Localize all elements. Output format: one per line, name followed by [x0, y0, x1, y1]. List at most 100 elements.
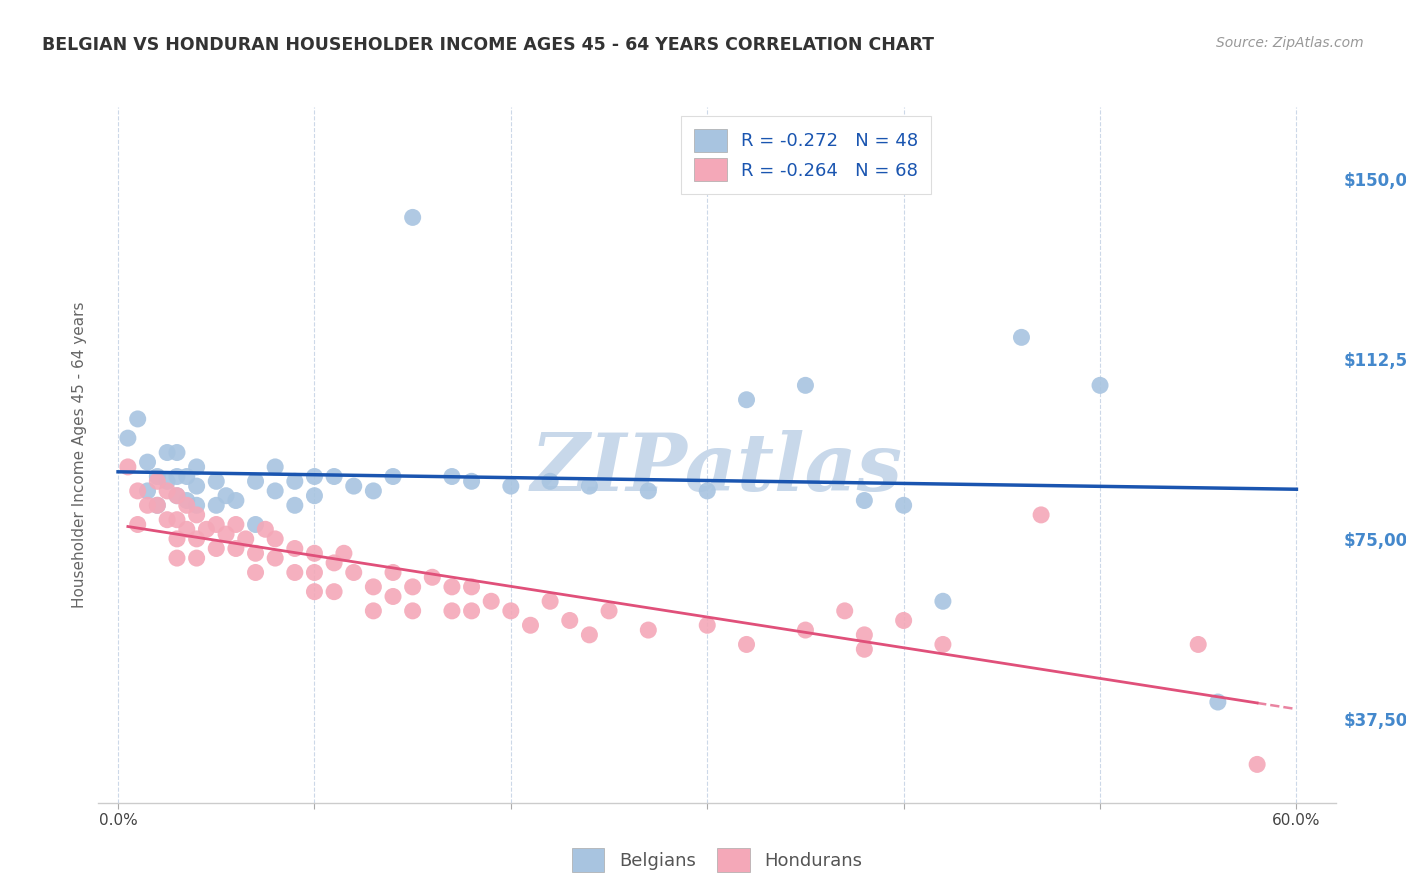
- Y-axis label: Householder Income Ages 45 - 64 years: Householder Income Ages 45 - 64 years: [72, 301, 87, 608]
- Point: [460, 475, 482, 489]
- Point: [401, 580, 423, 594]
- Point: [1246, 757, 1268, 772]
- Point: [205, 475, 228, 489]
- Point: [343, 566, 366, 580]
- Point: [578, 628, 600, 642]
- Point: [401, 211, 423, 225]
- Point: [264, 483, 287, 498]
- Point: [323, 584, 346, 599]
- Point: [1088, 378, 1111, 392]
- Point: [499, 604, 522, 618]
- Point: [166, 513, 188, 527]
- Point: [932, 637, 955, 651]
- Point: [794, 378, 817, 392]
- Point: [932, 594, 955, 608]
- Point: [176, 522, 198, 536]
- Point: [284, 541, 307, 556]
- Point: [853, 642, 876, 657]
- Point: [254, 522, 277, 536]
- Point: [304, 469, 326, 483]
- Point: [127, 483, 149, 498]
- Point: [420, 570, 443, 584]
- Point: [225, 517, 247, 532]
- Text: ZIPatlas: ZIPatlas: [531, 430, 903, 508]
- Text: BELGIAN VS HONDURAN HOUSEHOLDER INCOME AGES 45 - 64 YEARS CORRELATION CHART: BELGIAN VS HONDURAN HOUSEHOLDER INCOME A…: [42, 36, 934, 54]
- Point: [146, 498, 169, 512]
- Point: [401, 604, 423, 618]
- Point: [735, 637, 758, 651]
- Point: [440, 469, 463, 483]
- Point: [382, 469, 405, 483]
- Point: [127, 517, 149, 532]
- Point: [333, 546, 356, 560]
- Point: [136, 498, 159, 512]
- Point: [284, 475, 307, 489]
- Point: [853, 628, 876, 642]
- Point: [1187, 637, 1209, 651]
- Point: [519, 618, 541, 632]
- Point: [284, 566, 307, 580]
- Point: [186, 459, 208, 474]
- Point: [479, 594, 502, 608]
- Point: [363, 604, 385, 618]
- Point: [146, 469, 169, 483]
- Point: [440, 580, 463, 594]
- Point: [146, 475, 169, 489]
- Point: [136, 483, 159, 498]
- Point: [245, 566, 267, 580]
- Point: [363, 580, 385, 594]
- Point: [186, 479, 208, 493]
- Point: [1206, 695, 1229, 709]
- Point: [538, 594, 561, 608]
- Point: [235, 532, 257, 546]
- Point: [205, 498, 228, 512]
- Point: [156, 445, 179, 459]
- Point: [637, 483, 659, 498]
- Point: [156, 513, 179, 527]
- Point: [215, 527, 238, 541]
- Point: [225, 493, 247, 508]
- Point: [893, 498, 915, 512]
- Point: [794, 623, 817, 637]
- Point: [205, 517, 228, 532]
- Point: [245, 475, 267, 489]
- Point: [245, 517, 267, 532]
- Point: [225, 541, 247, 556]
- Point: [460, 580, 482, 594]
- Point: [176, 469, 198, 483]
- Point: [558, 614, 581, 628]
- Point: [264, 532, 287, 546]
- Point: [186, 551, 208, 566]
- Point: [834, 604, 856, 618]
- Point: [637, 623, 659, 637]
- Point: [176, 493, 198, 508]
- Point: [1029, 508, 1052, 522]
- Point: [215, 489, 238, 503]
- Point: [284, 498, 307, 512]
- Point: [440, 604, 463, 618]
- Point: [696, 618, 718, 632]
- Point: [304, 566, 326, 580]
- Point: [304, 489, 326, 503]
- Point: [176, 498, 198, 512]
- Point: [893, 614, 915, 628]
- Point: [186, 532, 208, 546]
- Point: [598, 604, 620, 618]
- Point: [538, 475, 561, 489]
- Point: [304, 546, 326, 560]
- Point: [117, 431, 139, 445]
- Legend: Belgians, Hondurans: Belgians, Hondurans: [560, 836, 875, 884]
- Point: [166, 489, 188, 503]
- Point: [195, 522, 218, 536]
- Point: [166, 489, 188, 503]
- Point: [735, 392, 758, 407]
- Point: [323, 556, 346, 570]
- Point: [127, 412, 149, 426]
- Point: [323, 469, 346, 483]
- Point: [696, 483, 718, 498]
- Point: [166, 445, 188, 459]
- Point: [166, 551, 188, 566]
- Point: [156, 483, 179, 498]
- Point: [156, 475, 179, 489]
- Text: Source: ZipAtlas.com: Source: ZipAtlas.com: [1216, 36, 1364, 50]
